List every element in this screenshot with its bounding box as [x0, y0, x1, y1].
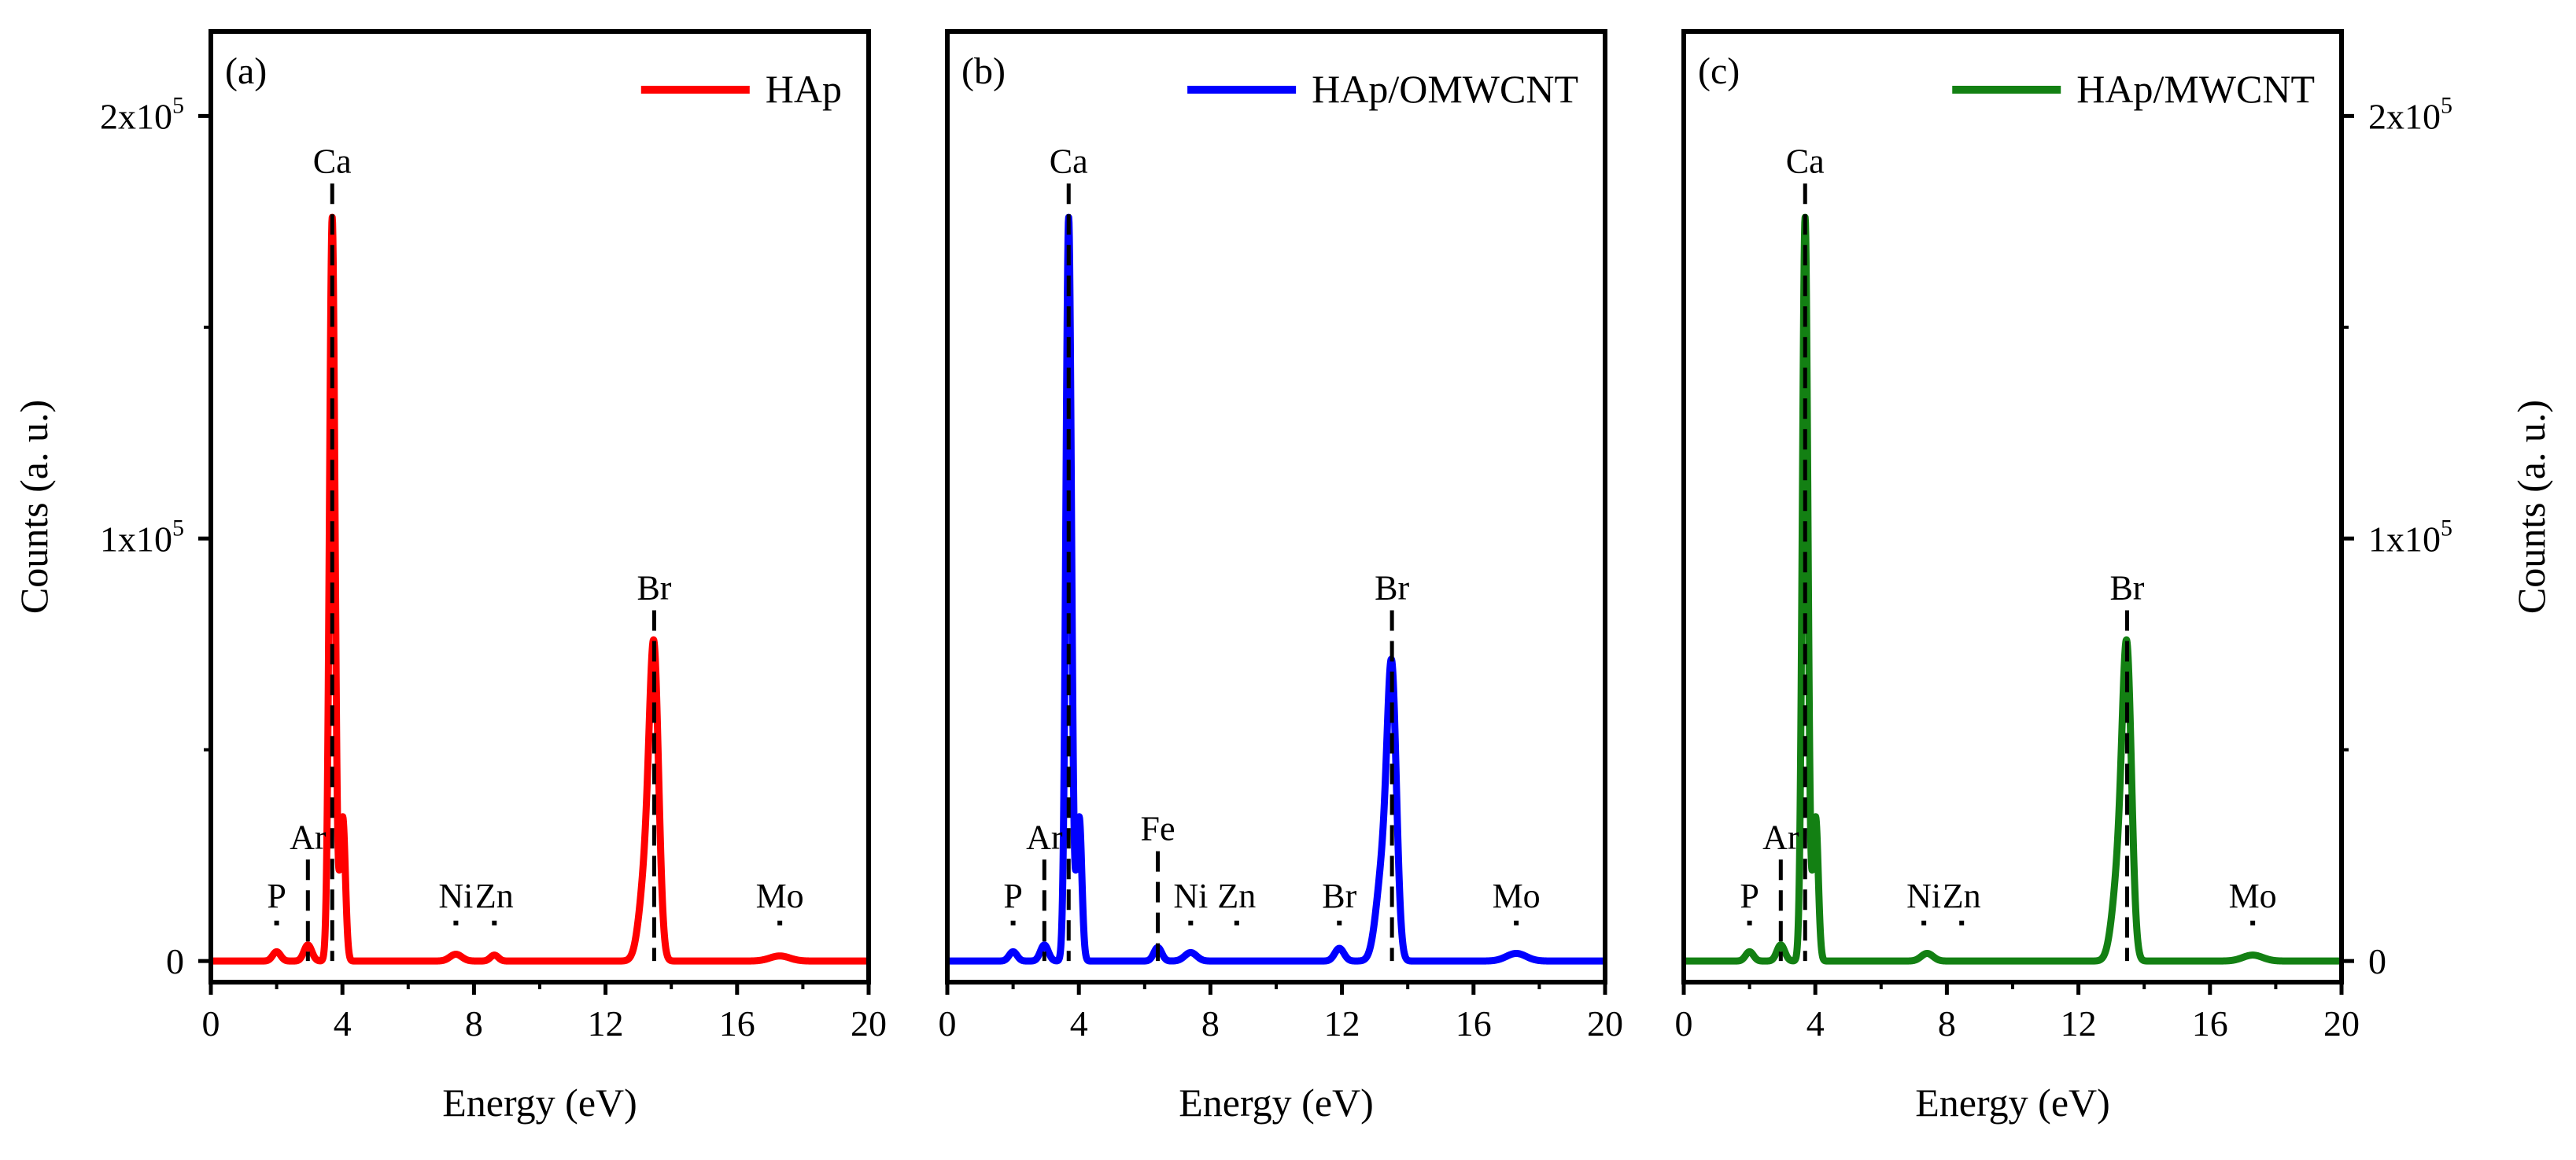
panel-0-x-axis-title: Energy (eV) [442, 1081, 637, 1125]
panel-1-label-fe-3: Fe [1141, 810, 1175, 848]
panel-1-xtick-label-0: 0 [939, 1003, 957, 1044]
panel-2-ytick-label-200000: 2x105 [2368, 92, 2452, 136]
panel-1-spectrum-line [943, 213, 1609, 965]
panel-1-label-br-6: Br [1322, 877, 1356, 915]
panel-1-legend-label: HAp/OMWCNT [1312, 67, 1578, 111]
panel-2-marker-zn-4 [1959, 920, 1965, 925]
panel-1-xtick-label-12: 12 [1324, 1003, 1360, 1044]
panel-1-label-ca-2: Ca [1050, 142, 1088, 180]
panel-0-panel-tag: (a) [225, 50, 267, 92]
panel-2-ytick-label-0: 0 [2368, 941, 2386, 981]
panel-1-label-mo-8: Mo [1493, 877, 1541, 915]
panel-0-xtick-label-4: 4 [334, 1003, 352, 1044]
panel-1-xtick-label-8: 8 [1201, 1003, 1220, 1044]
panel-2-ytick-label-100000: 1x105 [2368, 515, 2452, 559]
panel-2-xtick-label-8: 8 [1938, 1003, 1956, 1044]
panel-0-ytick-label-200000: 2x105 [100, 92, 184, 136]
panel-2-label-zn-4: Zn [1943, 877, 1981, 915]
panel-0-label-zn-4: Zn [475, 877, 514, 915]
panel-0-spectrum-line [207, 213, 873, 965]
panel-0-label-ni-3: Ni [438, 877, 473, 915]
panel-2-xtick-label-4: 4 [1807, 1003, 1825, 1044]
panel-1-panel-tag: (b) [961, 50, 1006, 92]
panel-0-ytick-mantissa-0: 0 [166, 941, 184, 981]
panel-2-x-axis-title: Energy (eV) [1915, 1081, 2110, 1125]
panel-hap-omwcnt: PAr Ca Fe Ni Zn Br Br Mo 0 4 8 12 16 20 Energy (eV) (b)… [939, 29, 1623, 1125]
panel-1-x-axis-title: Energy (eV) [1179, 1081, 1374, 1125]
panel-2-label-p-0: P [1740, 877, 1759, 915]
panel-2-spectrum-line [1680, 213, 2345, 965]
panel-2-ytick-mantissa-200000: 2x10 [2368, 96, 2441, 136]
panel-2-marker-mo-6 [2250, 920, 2256, 925]
panel-0-ytick-label-0: 0 [166, 941, 184, 981]
panel-2-marker-ni-3 [1921, 920, 1927, 925]
panel-0-ytick-mantissa-100000: 1x10 [100, 519, 172, 559]
panel-2-ytick-mantissa-0: 0 [2368, 941, 2386, 981]
panel-1-marker-mo-8 [1514, 920, 1519, 925]
panel-2-label-ar-1: Ar [1762, 818, 1799, 856]
panel-1-marker-br-6 [1337, 920, 1342, 925]
panel-2-label-mo-6: Mo [2229, 877, 2277, 915]
panel-1-marker-zn-5 [1234, 920, 1239, 925]
panel-0-label-br-5: Br [637, 569, 671, 608]
panel-0-label-mo-6: Mo [756, 877, 804, 915]
panel-0-y-axis-title: Counts (a. u.) [12, 400, 56, 614]
panel-2-xtick-label-20: 20 [2323, 1003, 2360, 1044]
panel-2-ytick-exponent-100000: 5 [2441, 515, 2452, 541]
panel-2-xtick-label-16: 16 [2192, 1003, 2228, 1044]
panel-1-xtick-label-4: 4 [1070, 1003, 1088, 1044]
panel-1-label-br-7: Br [1375, 569, 1409, 608]
panel-1-label-ar-1: Ar [1026, 818, 1063, 856]
panel-1-marker-ni-4 [1188, 920, 1194, 925]
panel-0-label-p-0: P [267, 877, 286, 915]
panel-2-marker-p-0 [1747, 920, 1752, 925]
panel-1-xtick-label-20: 20 [1587, 1003, 1623, 1044]
panel-2-panel-tag: (c) [1698, 50, 1740, 92]
panel-0-xtick-label-16: 16 [719, 1003, 755, 1044]
panel-2-legend-label: HAp/MWCNT [2076, 67, 2315, 111]
panel-0-ytick-exponent-100000: 5 [172, 515, 184, 541]
panel-2-ytick-mantissa-100000: 1x10 [2368, 519, 2441, 559]
panel-1-xtick-label-16: 16 [1456, 1003, 1492, 1044]
panel-0-ytick-label-100000: 1x105 [100, 515, 184, 559]
panel-1-marker-p-0 [1010, 920, 1016, 925]
panel-0-xtick-label-8: 8 [465, 1003, 483, 1044]
panel-2-label-ca-2: Ca [1786, 142, 1825, 180]
panel-0-marker-ni-3 [453, 920, 459, 925]
panel-1-label-ni-4: Ni [1173, 877, 1208, 915]
panel-0-ytick-mantissa-200000: 2x10 [100, 96, 172, 136]
panel-0-xtick-label-0: 0 [202, 1003, 220, 1044]
panel-0-marker-p-0 [274, 920, 279, 925]
panel-2-ytick-exponent-200000: 5 [2441, 92, 2452, 118]
panel-0-xtick-label-12: 12 [588, 1003, 624, 1044]
panel-0-xtick-label-20: 20 [851, 1003, 887, 1044]
panel-2-xtick-label-0: 0 [1675, 1003, 1693, 1044]
panel-0-marker-mo-6 [777, 920, 783, 925]
panel-2-label-br-5: Br [2109, 569, 2144, 608]
panel-2-xtick-label-12: 12 [2061, 1003, 2097, 1044]
panel-0-legend-label: HAp [766, 67, 842, 111]
panel-0-ytick-exponent-200000: 5 [172, 92, 184, 118]
panel-0-label-ar-1: Ar [290, 818, 327, 856]
panel-0-marker-zn-4 [492, 920, 497, 925]
panel-0-label-ca-2: Ca [313, 142, 352, 180]
panel-2-label-ni-3: Ni [1906, 877, 1941, 915]
panel-1-label-zn-5: Zn [1217, 877, 1256, 915]
panel-1-label-p-0: P [1003, 877, 1022, 915]
panel-2-y-axis-title: Counts (a. u.) [2509, 400, 2553, 614]
